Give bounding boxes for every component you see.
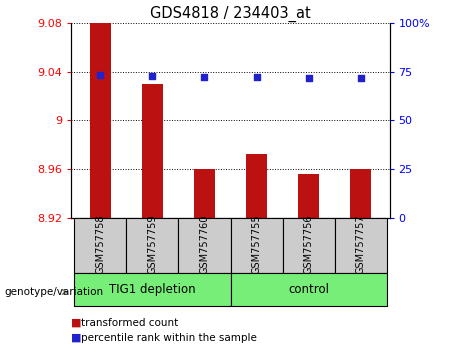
Text: ■: ■ <box>71 318 82 328</box>
Point <box>96 72 104 78</box>
Bar <box>178 218 230 273</box>
Bar <box>194 169 215 218</box>
Text: transformed count: transformed count <box>81 318 178 328</box>
Text: GSM757755: GSM757755 <box>252 214 261 274</box>
Bar <box>350 169 371 218</box>
Point <box>357 76 365 81</box>
Title: GDS4818 / 234403_at: GDS4818 / 234403_at <box>150 5 311 22</box>
Text: GSM757759: GSM757759 <box>147 214 157 274</box>
Bar <box>283 218 335 273</box>
Text: GSM757758: GSM757758 <box>95 214 105 274</box>
Bar <box>230 218 283 273</box>
Bar <box>90 23 111 218</box>
Text: GSM757756: GSM757756 <box>304 214 314 274</box>
Text: GSM757760: GSM757760 <box>200 215 209 274</box>
Bar <box>298 174 319 218</box>
Bar <box>246 154 267 218</box>
Bar <box>126 218 178 273</box>
Bar <box>142 84 163 218</box>
Text: genotype/variation: genotype/variation <box>5 287 104 297</box>
Bar <box>74 273 230 306</box>
Bar <box>230 273 387 306</box>
Point <box>201 74 208 79</box>
Bar <box>74 218 126 273</box>
Point <box>253 74 260 79</box>
Text: ■: ■ <box>71 333 82 343</box>
Bar <box>335 218 387 273</box>
Text: GSM757757: GSM757757 <box>356 214 366 274</box>
Point <box>148 73 156 78</box>
Text: TIG1 depletion: TIG1 depletion <box>109 283 195 296</box>
Point <box>305 76 313 81</box>
Text: control: control <box>288 283 329 296</box>
Text: percentile rank within the sample: percentile rank within the sample <box>81 333 257 343</box>
